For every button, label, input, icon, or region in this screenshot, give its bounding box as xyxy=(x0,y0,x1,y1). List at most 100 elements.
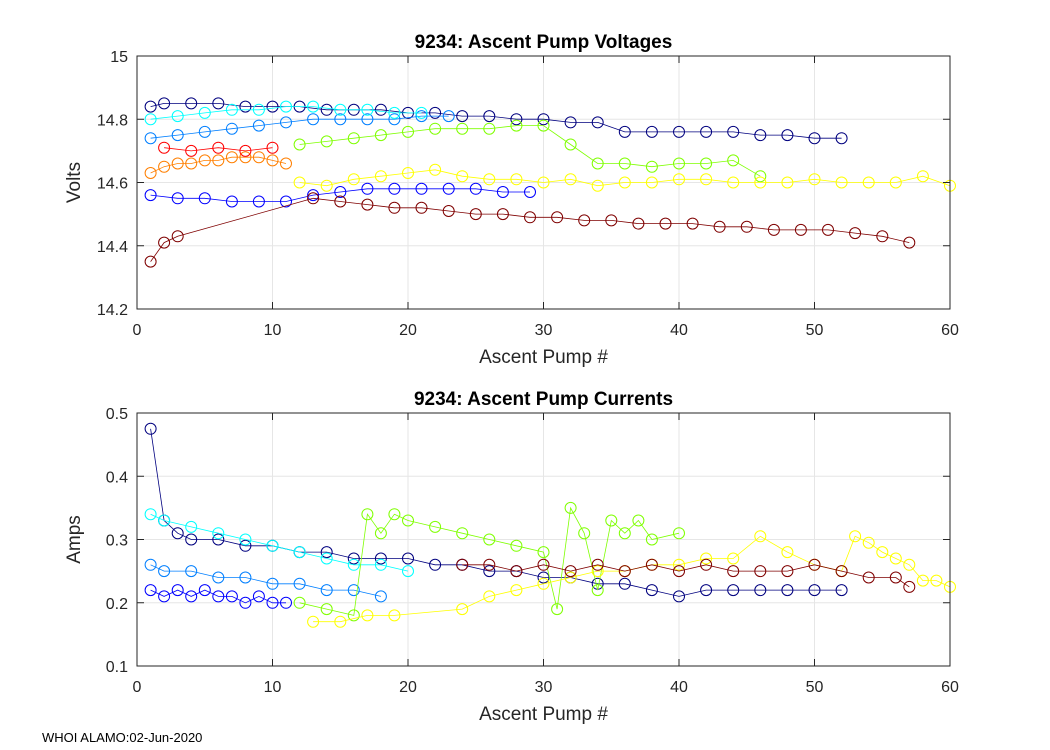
data-point xyxy=(578,527,591,540)
data-point xyxy=(537,119,550,132)
y-tick-label: 0.5 xyxy=(106,406,128,423)
data-point xyxy=(510,119,523,132)
data-point xyxy=(483,590,496,603)
data-point xyxy=(388,508,401,521)
data-point xyxy=(483,173,496,186)
x-tick-label: 10 xyxy=(264,679,282,696)
data-point xyxy=(605,214,618,227)
data-point xyxy=(185,590,198,603)
data-point xyxy=(415,201,428,214)
data-point xyxy=(456,558,469,571)
data-point xyxy=(158,236,171,249)
data-point xyxy=(347,609,360,622)
data-point xyxy=(713,220,726,233)
data-point xyxy=(239,571,252,584)
data-point xyxy=(144,113,157,126)
data-point xyxy=(280,157,292,170)
data-point xyxy=(144,167,157,179)
series-6 xyxy=(144,151,292,179)
series-6 xyxy=(456,558,916,593)
data-point xyxy=(347,558,360,571)
data-point xyxy=(578,214,591,227)
data-point xyxy=(754,565,767,578)
x-tick-label: 50 xyxy=(806,679,824,696)
data-point xyxy=(727,565,740,578)
data-point xyxy=(740,220,753,233)
data-point xyxy=(320,603,333,616)
data-point xyxy=(225,103,238,116)
data-point xyxy=(361,103,374,116)
y-tick-label: 0.1 xyxy=(106,659,128,676)
data-point xyxy=(605,514,618,527)
data-point xyxy=(388,609,401,622)
data-point xyxy=(361,182,374,195)
data-point xyxy=(347,552,360,565)
data-point xyxy=(361,113,374,126)
data-point xyxy=(673,125,685,138)
data-point xyxy=(591,558,604,571)
series-line xyxy=(150,589,286,604)
series-line xyxy=(150,428,842,597)
data-point xyxy=(198,154,211,167)
series-1 xyxy=(144,584,292,609)
data-point xyxy=(618,157,631,170)
data-point xyxy=(645,533,658,546)
data-point xyxy=(198,125,211,138)
y-tick-label: 15 xyxy=(110,49,128,66)
data-point xyxy=(564,565,577,578)
data-point xyxy=(158,141,171,154)
data-point xyxy=(307,113,320,126)
data-point xyxy=(456,170,469,183)
data-point xyxy=(862,536,875,549)
data-point xyxy=(591,179,604,192)
data-point xyxy=(889,571,902,584)
data-point xyxy=(185,157,198,170)
data-point xyxy=(862,571,875,584)
x-tick-label: 10 xyxy=(264,322,282,339)
data-point xyxy=(252,119,265,132)
data-point xyxy=(280,116,292,129)
data-point xyxy=(171,584,184,597)
data-point xyxy=(212,154,225,167)
data-point xyxy=(483,110,496,123)
data-point xyxy=(158,97,171,110)
data-point xyxy=(307,189,320,202)
data-point xyxy=(686,217,699,230)
data-point xyxy=(700,173,713,186)
data-point xyxy=(293,596,306,609)
data-point xyxy=(903,580,916,593)
data-point xyxy=(415,182,428,195)
series-8 xyxy=(144,192,916,268)
y-tick-label: 14.8 xyxy=(97,112,128,129)
data-point xyxy=(849,530,862,543)
data-point xyxy=(307,100,320,113)
data-point xyxy=(158,160,171,173)
series-0 xyxy=(144,422,848,603)
data-point xyxy=(415,106,428,119)
data-point xyxy=(185,144,198,157)
data-point xyxy=(442,182,455,195)
data-point xyxy=(727,176,740,189)
data-point xyxy=(144,558,157,571)
data-point xyxy=(212,527,225,540)
data-point xyxy=(808,558,821,571)
data-point xyxy=(781,546,794,559)
data-point xyxy=(171,110,184,123)
series-2 xyxy=(144,110,455,145)
data-point xyxy=(456,527,469,540)
data-point xyxy=(618,527,631,540)
series-4 xyxy=(293,119,767,183)
data-point xyxy=(266,100,279,113)
data-point xyxy=(537,571,550,584)
data-point xyxy=(374,129,387,142)
data-point xyxy=(185,520,198,533)
data-point xyxy=(388,113,401,126)
data-point xyxy=(537,176,550,189)
data-point xyxy=(781,129,794,142)
data-point xyxy=(334,103,347,116)
data-point xyxy=(334,615,347,628)
data-point xyxy=(320,584,333,597)
data-point xyxy=(144,584,157,597)
x-tick-label: 20 xyxy=(399,679,417,696)
data-point xyxy=(171,192,184,205)
